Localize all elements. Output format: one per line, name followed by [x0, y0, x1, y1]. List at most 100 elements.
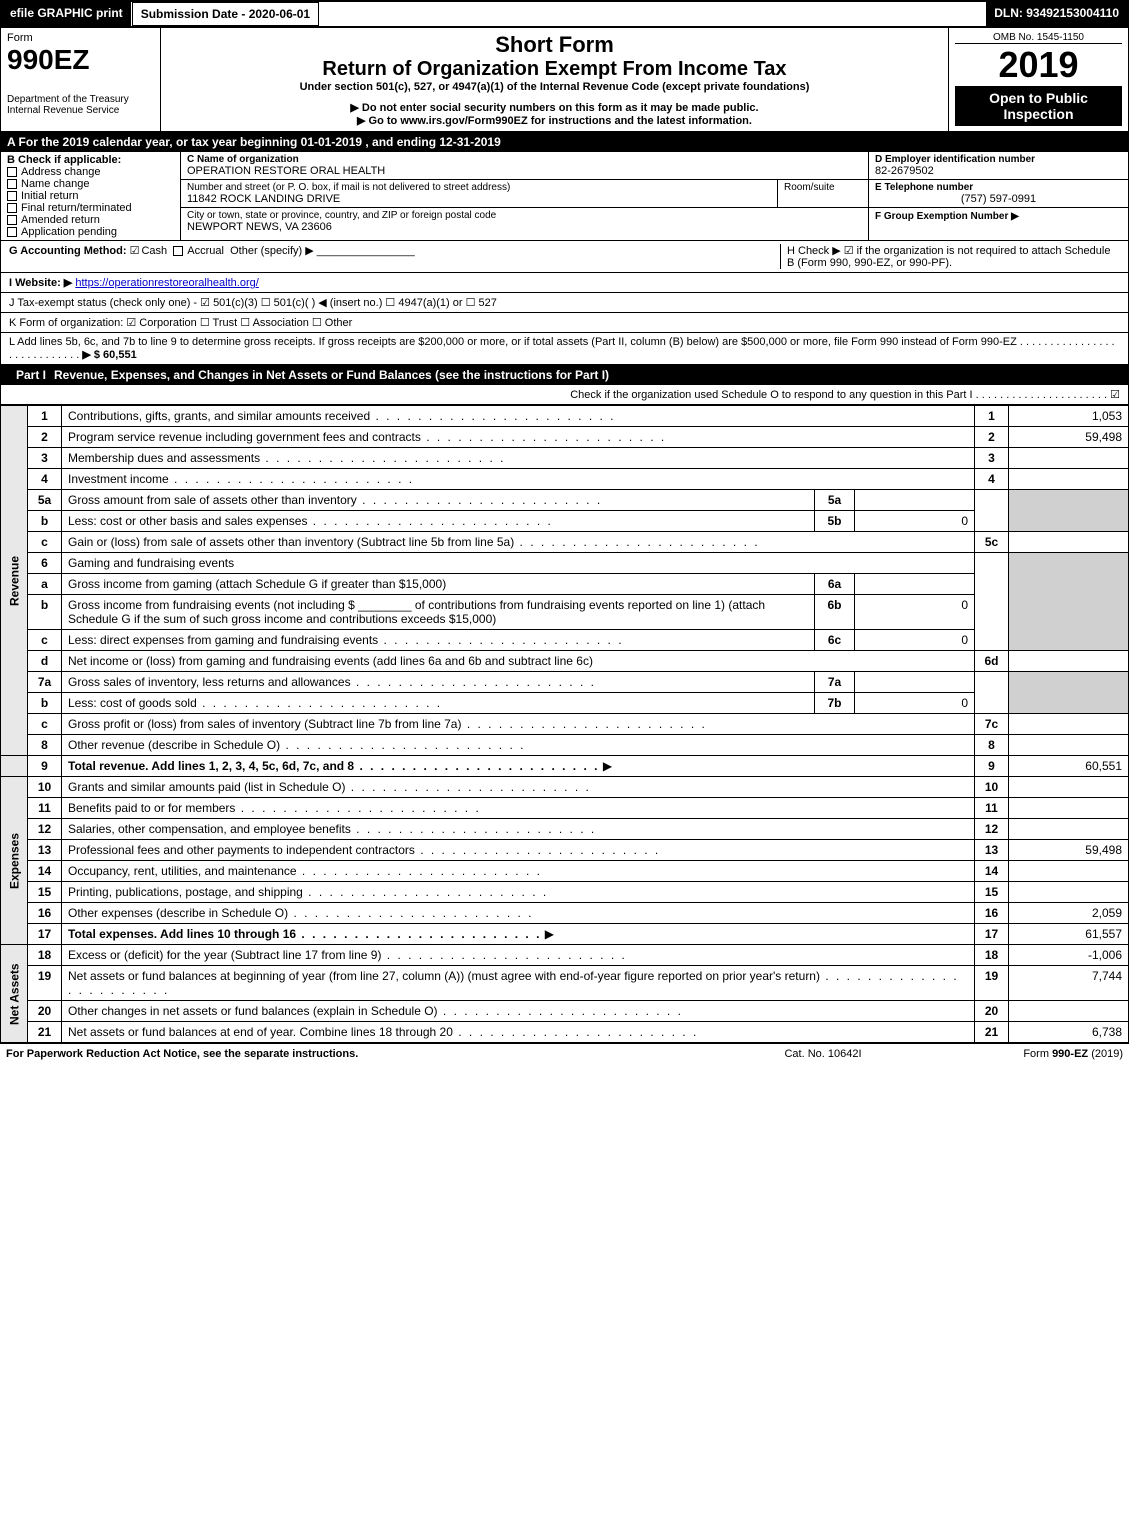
line-num: b	[28, 693, 62, 714]
b-opt-3[interactable]: Final return/terminated	[7, 202, 174, 214]
part-i-check-text: Check if the organization used Schedule …	[570, 389, 972, 401]
c-addr-block: Number and street (or P. O. box, if mail…	[181, 180, 868, 208]
l-amount: ▶ $ 60,551	[82, 349, 136, 361]
sub-box: 6c	[815, 630, 855, 651]
line-num: b	[28, 595, 62, 630]
line-text: Professional fees and other payments to …	[68, 843, 660, 857]
line-text: Program service revenue including govern…	[68, 430, 666, 444]
table-row: 21 Net assets or fund balances at end of…	[1, 1022, 1129, 1043]
checkbox-icon[interactable]	[7, 191, 17, 201]
line-6d-amount	[1009, 651, 1129, 672]
line-no-box: 4	[975, 469, 1009, 490]
irs-label: Internal Revenue Service	[7, 105, 154, 116]
checkbox-icon[interactable]	[7, 167, 17, 177]
line-text: Membership dues and assessments	[68, 451, 505, 465]
g-cash-check[interactable]	[130, 245, 142, 257]
line-text: Total revenue. Add lines 1, 2, 3, 4, 5c,…	[68, 759, 599, 773]
b-label: B Check if applicable:	[7, 154, 174, 166]
table-row: b Gross income from fundraising events (…	[1, 595, 1129, 630]
line-text: Gross amount from sale of assets other t…	[68, 493, 602, 507]
table-row: a Gross income from gaming (attach Sched…	[1, 574, 1129, 595]
table-row: Revenue 1 Contributions, gifts, grants, …	[1, 406, 1129, 427]
b-opt-2-label: Initial return	[21, 190, 78, 202]
b-opt-0[interactable]: Address change	[7, 166, 174, 178]
line-no-box: 1	[975, 406, 1009, 427]
line-5c-amount	[1009, 532, 1129, 553]
table-row: 12 Salaries, other compensation, and emp…	[1, 819, 1129, 840]
c-street-block: Number and street (or P. O. box, if mail…	[181, 180, 778, 207]
phone-value: (757) 597-0991	[875, 193, 1122, 205]
top-bar: efile GRAPHIC print Submission Date - 20…	[0, 0, 1129, 28]
line-17-amount: 61,557	[1009, 924, 1129, 945]
b-opt-2[interactable]: Initial return	[7, 190, 174, 202]
sub-amt	[855, 672, 975, 693]
line-1-text: Contributions, gifts, grants, and simila…	[62, 406, 975, 427]
line-num: 14	[28, 861, 62, 882]
line-no-box: 16	[975, 903, 1009, 924]
part-i-checked[interactable]: ☑	[1110, 389, 1120, 401]
line-no-box: 8	[975, 735, 1009, 756]
line-num: 15	[28, 882, 62, 903]
line-2-amount: 59,498	[1009, 427, 1129, 448]
grey-box	[975, 490, 1009, 532]
line-7c-amount	[1009, 714, 1129, 735]
checkbox-icon[interactable]	[7, 227, 17, 237]
line-num: 13	[28, 840, 62, 861]
checkbox-icon[interactable]	[173, 246, 183, 256]
title-short-form: Short Form	[167, 32, 942, 58]
ssn-note: ▶ Do not enter social security numbers o…	[167, 101, 942, 114]
table-row: c Gain or (loss) from sale of assets oth…	[1, 532, 1129, 553]
page-footer: For Paperwork Reduction Act Notice, see …	[0, 1043, 1129, 1064]
line-text: Total expenses. Add lines 10 through 16	[68, 927, 541, 941]
line-num: 20	[28, 1001, 62, 1022]
section-k: K Form of organization: ☑ Corporation ☐ …	[0, 313, 1129, 333]
sub-box: 7b	[815, 693, 855, 714]
header-left: Form 990EZ Department of the Treasury In…	[1, 28, 161, 131]
part-i-label: Part I	[8, 368, 54, 382]
section-i: I Website: ▶ https://operationrestoreora…	[0, 273, 1129, 293]
line-4-amount	[1009, 469, 1129, 490]
line-num: 19	[28, 966, 62, 1001]
checkbox-icon[interactable]	[7, 215, 17, 225]
efile-button[interactable]: efile GRAPHIC print	[2, 2, 132, 26]
b-opt-1[interactable]: Name change	[7, 178, 174, 190]
sub-amt	[855, 490, 975, 511]
part-i-check-row: Check if the organization used Schedule …	[0, 385, 1129, 405]
section-h: H Check ▶ ☑ if the organization is not r…	[780, 244, 1120, 269]
checkbox-icon[interactable]	[7, 179, 17, 189]
footer-center: Cat. No. 10642I	[723, 1048, 923, 1060]
line-1-amount: 1,053	[1009, 406, 1129, 427]
line-text: Less: direct expenses from gaming and fu…	[68, 633, 624, 647]
b-opt-1-label: Name change	[21, 178, 90, 190]
line-no-box: 7c	[975, 714, 1009, 735]
line-no-box: 9	[975, 756, 1009, 777]
c-name-block: C Name of organization OPERATION RESTORE…	[181, 152, 868, 180]
table-row: c Less: direct expenses from gaming and …	[1, 630, 1129, 651]
section-e: E Telephone number (757) 597-0991	[869, 180, 1128, 208]
b-opt-4[interactable]: Amended return	[7, 214, 174, 226]
checkbox-icon[interactable]	[7, 203, 17, 213]
b-opt-5-label: Application pending	[21, 226, 117, 238]
dept-treasury: Department of the Treasury	[7, 94, 154, 105]
line-num: c	[28, 714, 62, 735]
line-text: Less: cost or other basis and sales expe…	[68, 514, 553, 528]
org-name: OPERATION RESTORE ORAL HEALTH	[187, 165, 862, 177]
table-row: b Less: cost or other basis and sales ex…	[1, 511, 1129, 532]
line-no-box: 21	[975, 1022, 1009, 1043]
grey-box	[1009, 553, 1129, 651]
g-label: G Accounting Method:	[9, 245, 127, 257]
line-text: Occupancy, rent, utilities, and maintena…	[68, 864, 542, 878]
line-18-amount: -1,006	[1009, 945, 1129, 966]
website-link[interactable]: https://operationrestoreoralhealth.org/	[75, 277, 258, 289]
b-opt-5[interactable]: Application pending	[7, 226, 174, 238]
g-accrual: Accrual	[187, 245, 224, 257]
line-no-box: 11	[975, 798, 1009, 819]
line-text: Less: cost of goods sold	[68, 696, 442, 710]
line-20-amount	[1009, 1001, 1129, 1022]
line-num: 5a	[28, 490, 62, 511]
line-text: Grants and similar amounts paid (list in…	[68, 780, 591, 794]
b-opt-4-label: Amended return	[21, 214, 100, 226]
line-text: Salaries, other compensation, and employ…	[68, 822, 596, 836]
goto-link[interactable]: ▶ Go to www.irs.gov/Form990EZ for instru…	[167, 114, 942, 127]
line-3-amount	[1009, 448, 1129, 469]
